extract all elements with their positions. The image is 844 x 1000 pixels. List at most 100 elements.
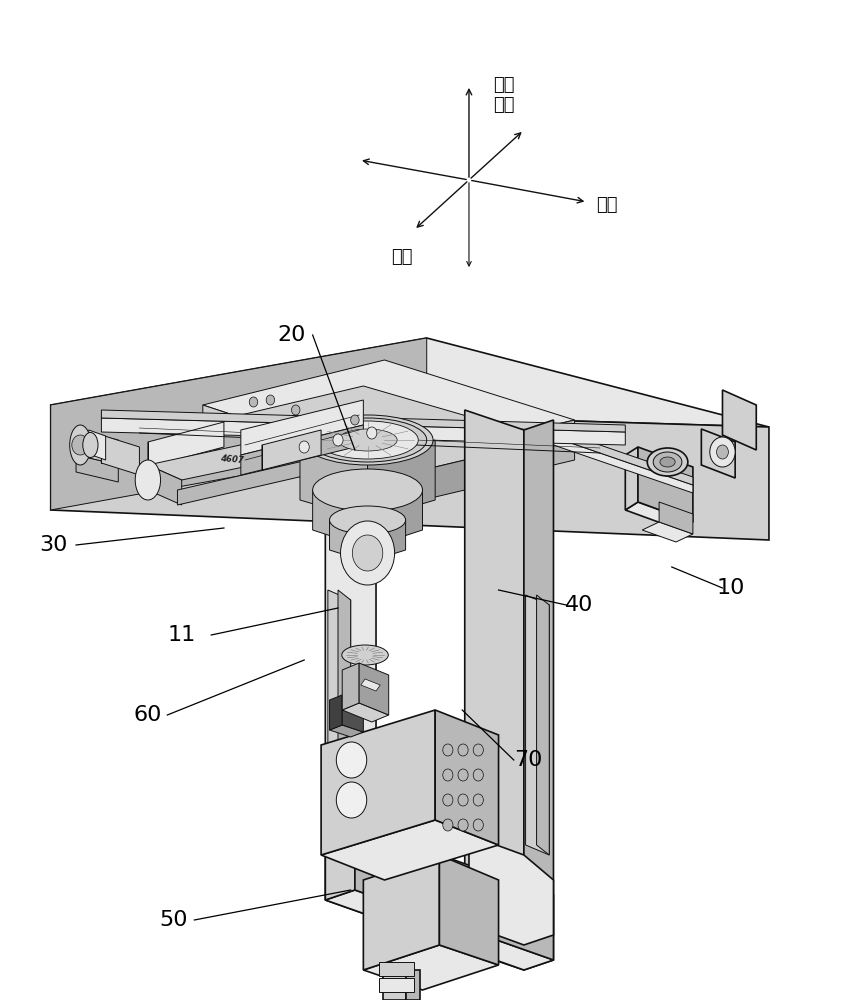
Polygon shape bbox=[101, 410, 625, 432]
Circle shape bbox=[473, 744, 483, 756]
Polygon shape bbox=[51, 338, 768, 427]
Polygon shape bbox=[321, 820, 498, 880]
Polygon shape bbox=[262, 430, 321, 470]
Polygon shape bbox=[148, 465, 181, 505]
Ellipse shape bbox=[659, 457, 674, 467]
Text: 竖直
方向: 竖直 方向 bbox=[492, 76, 513, 114]
Circle shape bbox=[291, 405, 300, 415]
Polygon shape bbox=[553, 437, 692, 493]
Polygon shape bbox=[367, 520, 405, 562]
Circle shape bbox=[336, 742, 366, 778]
Polygon shape bbox=[363, 945, 498, 990]
Polygon shape bbox=[382, 970, 405, 1000]
Polygon shape bbox=[553, 429, 692, 485]
Polygon shape bbox=[325, 825, 354, 900]
Polygon shape bbox=[101, 435, 139, 475]
Polygon shape bbox=[641, 522, 692, 542]
Polygon shape bbox=[435, 710, 498, 845]
Polygon shape bbox=[203, 360, 574, 465]
Text: 11: 11 bbox=[167, 625, 196, 645]
Circle shape bbox=[716, 445, 728, 459]
Polygon shape bbox=[625, 502, 692, 530]
Polygon shape bbox=[338, 590, 350, 835]
Circle shape bbox=[457, 819, 468, 831]
Polygon shape bbox=[342, 695, 363, 732]
Circle shape bbox=[266, 395, 274, 405]
Polygon shape bbox=[219, 386, 549, 474]
Polygon shape bbox=[219, 420, 405, 504]
Ellipse shape bbox=[135, 460, 160, 500]
Polygon shape bbox=[342, 703, 388, 722]
Polygon shape bbox=[148, 433, 333, 480]
Polygon shape bbox=[523, 420, 553, 970]
Polygon shape bbox=[327, 590, 350, 835]
Polygon shape bbox=[101, 418, 625, 445]
Polygon shape bbox=[329, 520, 367, 562]
Circle shape bbox=[457, 794, 468, 806]
Circle shape bbox=[442, 744, 452, 756]
Circle shape bbox=[72, 435, 89, 455]
Polygon shape bbox=[360, 679, 380, 691]
Circle shape bbox=[249, 397, 257, 407]
Circle shape bbox=[457, 744, 468, 756]
Polygon shape bbox=[148, 422, 224, 467]
Polygon shape bbox=[76, 430, 118, 465]
Polygon shape bbox=[525, 595, 549, 855]
Text: 40: 40 bbox=[564, 595, 592, 615]
Text: 10: 10 bbox=[716, 578, 744, 598]
Polygon shape bbox=[76, 455, 118, 482]
Ellipse shape bbox=[329, 506, 405, 534]
Text: 60: 60 bbox=[133, 705, 162, 725]
Polygon shape bbox=[536, 595, 549, 855]
Polygon shape bbox=[321, 710, 435, 855]
Polygon shape bbox=[354, 825, 553, 960]
Circle shape bbox=[442, 794, 452, 806]
Polygon shape bbox=[464, 410, 523, 970]
Polygon shape bbox=[359, 663, 388, 715]
Polygon shape bbox=[300, 440, 367, 520]
Circle shape bbox=[366, 427, 376, 439]
Polygon shape bbox=[722, 390, 755, 450]
Ellipse shape bbox=[83, 432, 98, 458]
Ellipse shape bbox=[647, 448, 687, 476]
Ellipse shape bbox=[341, 645, 388, 665]
Circle shape bbox=[442, 769, 452, 781]
Polygon shape bbox=[241, 425, 363, 475]
Polygon shape bbox=[625, 447, 637, 510]
Polygon shape bbox=[378, 962, 414, 976]
Circle shape bbox=[473, 819, 483, 831]
Text: 70: 70 bbox=[513, 750, 542, 770]
Polygon shape bbox=[363, 855, 439, 970]
Text: 20: 20 bbox=[277, 325, 306, 345]
Polygon shape bbox=[51, 338, 426, 510]
Ellipse shape bbox=[312, 469, 422, 511]
Polygon shape bbox=[378, 978, 414, 992]
Circle shape bbox=[709, 437, 734, 467]
Ellipse shape bbox=[308, 418, 426, 462]
Circle shape bbox=[352, 535, 382, 571]
Circle shape bbox=[473, 769, 483, 781]
Polygon shape bbox=[295, 433, 333, 470]
Polygon shape bbox=[241, 400, 363, 455]
Polygon shape bbox=[367, 440, 435, 520]
Polygon shape bbox=[177, 455, 329, 505]
Circle shape bbox=[350, 415, 359, 425]
Circle shape bbox=[473, 794, 483, 806]
Polygon shape bbox=[325, 890, 553, 970]
Polygon shape bbox=[367, 490, 422, 548]
Polygon shape bbox=[203, 405, 384, 505]
Text: 横向: 横向 bbox=[595, 196, 616, 214]
Polygon shape bbox=[342, 663, 359, 710]
Ellipse shape bbox=[338, 429, 397, 451]
Polygon shape bbox=[89, 430, 106, 460]
Text: 30: 30 bbox=[39, 535, 68, 555]
Ellipse shape bbox=[316, 421, 418, 459]
Ellipse shape bbox=[69, 425, 91, 465]
Polygon shape bbox=[637, 447, 692, 522]
Circle shape bbox=[299, 441, 309, 453]
Polygon shape bbox=[701, 429, 734, 478]
Polygon shape bbox=[384, 420, 574, 505]
Polygon shape bbox=[468, 835, 553, 945]
Circle shape bbox=[442, 819, 452, 831]
Text: 纵向: 纵向 bbox=[390, 248, 412, 266]
